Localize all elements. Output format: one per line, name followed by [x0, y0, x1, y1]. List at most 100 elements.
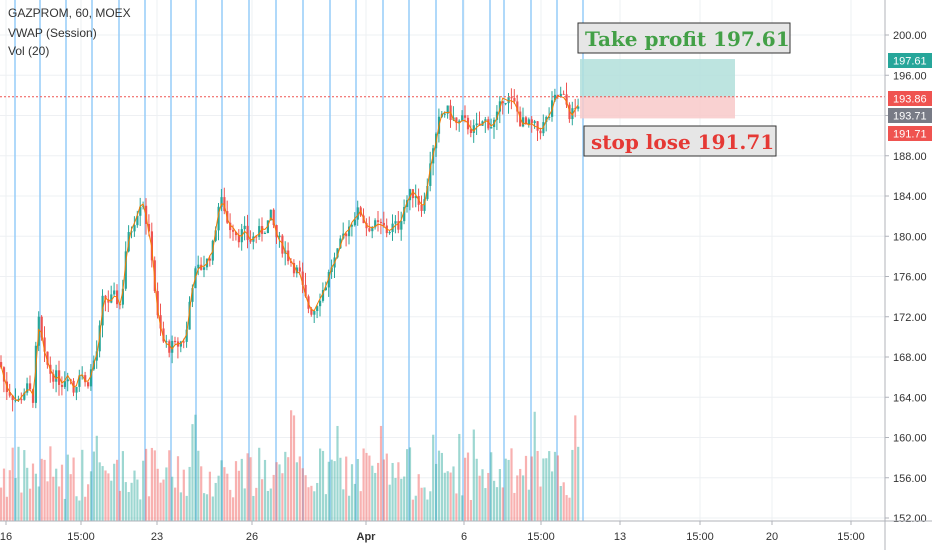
candle-body	[113, 290, 116, 295]
volume-bar	[49, 446, 52, 521]
candle-body	[565, 94, 568, 105]
volume-bar	[356, 459, 359, 521]
volume-bar	[165, 467, 168, 521]
candle-body	[577, 106, 580, 109]
volume-bar	[52, 476, 55, 521]
volume-bar	[408, 447, 412, 521]
volume-bar	[2, 468, 6, 521]
volume-bar	[397, 462, 400, 521]
volume-bar	[92, 451, 95, 521]
volume-bar	[153, 450, 156, 521]
volume-bar	[200, 466, 203, 521]
volume-bar	[466, 452, 470, 521]
volume-bar	[446, 471, 449, 521]
candle-body	[330, 267, 333, 272]
volume-bar	[339, 457, 342, 521]
volume-bar	[321, 450, 325, 521]
candle-body	[156, 291, 159, 316]
volume-bar	[319, 448, 322, 521]
volume-bar	[89, 471, 93, 521]
volume-bar	[66, 454, 69, 521]
volume-bar	[150, 447, 153, 521]
volume-bar	[139, 499, 142, 521]
x-tick-label: 15:00	[527, 531, 555, 543]
candle-body	[43, 337, 46, 352]
candle-body	[182, 341, 185, 343]
time-axis[interactable]: 16 15:00 23 26 Apr 6 15:00 13 15:00 20 15:00	[0, 520, 932, 543]
volume-bar	[513, 492, 516, 521]
legend-symbol: GAZPROM, 60, MOEX	[8, 6, 131, 20]
volume-bar	[478, 475, 481, 521]
volume-bar	[353, 483, 356, 521]
candle-body	[455, 117, 458, 123]
candle-body	[571, 108, 574, 120]
candle-body	[403, 206, 406, 222]
volume-bar	[429, 491, 432, 521]
volume-bar	[0, 487, 3, 521]
candle-body	[429, 163, 432, 186]
candle-body	[400, 221, 403, 230]
volume-bar	[324, 494, 327, 521]
candle-body	[171, 340, 174, 353]
candle-body	[379, 221, 383, 223]
volume-bar	[60, 464, 64, 521]
candle-body	[487, 119, 490, 129]
volume-bar	[29, 488, 32, 521]
candle-body	[495, 111, 499, 120]
volume-bar	[78, 500, 81, 521]
volume-bar	[145, 448, 148, 521]
volume-bar	[290, 410, 293, 521]
candle-body	[562, 93, 565, 95]
candle-body	[374, 220, 377, 228]
volume-bar	[551, 471, 554, 521]
candle-body	[17, 399, 20, 401]
candle-body	[0, 362, 3, 368]
tag-last: 193.71	[888, 108, 932, 123]
volume-bar	[571, 449, 574, 521]
candle-body	[217, 206, 220, 231]
loss-zone	[580, 96, 735, 119]
candle-body	[75, 386, 78, 393]
volume-bar	[217, 475, 220, 521]
volume-bar	[472, 429, 475, 521]
volume-bar	[121, 451, 124, 521]
price-axis[interactable]: 152.00 156.00 160.00 164.00 168.00 172.00 176.…	[884, 0, 932, 550]
y-tick-label: 200.00	[893, 30, 927, 42]
volume-bar	[136, 479, 139, 521]
volume-bar	[504, 458, 507, 521]
profit-zone	[580, 59, 735, 97]
volume-bar	[278, 464, 281, 521]
volume-bar	[174, 487, 177, 521]
volume-bar	[345, 456, 348, 521]
candle-body	[414, 196, 417, 199]
candle-body	[176, 341, 180, 347]
y-tick-label: 160.00	[893, 433, 927, 445]
candle-body	[516, 101, 519, 112]
volume-bar	[437, 450, 441, 521]
tag-stop-loss-text: 191.71	[893, 129, 927, 141]
volume-bar	[40, 458, 43, 521]
volume-bar	[359, 491, 362, 521]
x-tick-label: 15:00	[837, 531, 865, 543]
volume-bar	[95, 435, 98, 521]
candle-body	[298, 267, 301, 272]
volume-bar	[498, 469, 501, 521]
candle-body	[394, 221, 397, 224]
volume-bar	[124, 482, 127, 521]
candle-body	[568, 104, 571, 120]
candle-body	[545, 116, 548, 123]
volume-bar	[14, 477, 17, 521]
candle-body	[304, 284, 307, 297]
take-profit-label: Take profit 197.61	[577, 22, 791, 54]
volume-bar	[110, 480, 113, 521]
volume-bar	[240, 458, 243, 521]
volume-bar	[226, 473, 229, 521]
tag-take-profit: 197.61	[888, 53, 932, 68]
volume-bar	[208, 471, 211, 521]
volume-bar	[284, 451, 287, 521]
candle-body	[507, 97, 510, 104]
volume-bar	[426, 499, 429, 521]
tag-stop-loss: 191.71	[888, 126, 932, 141]
